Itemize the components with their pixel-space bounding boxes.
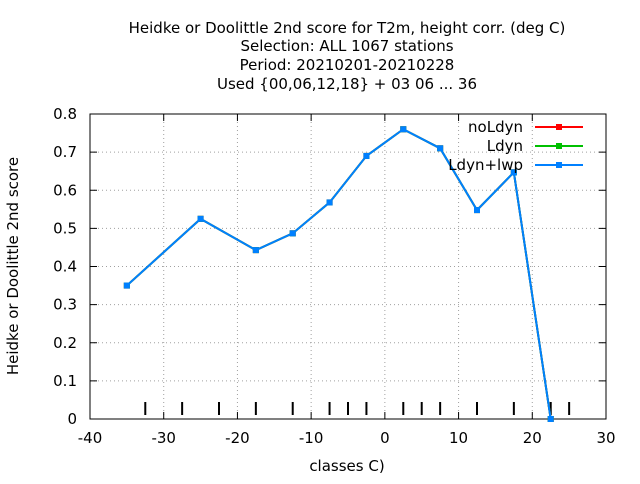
data-point — [363, 152, 370, 159]
x-tick-label: -10 — [299, 429, 324, 447]
legend-swatch-marker — [556, 124, 562, 130]
legend-swatch-marker — [556, 143, 562, 149]
data-point — [289, 230, 296, 237]
y-tick-label: 0.3 — [53, 296, 77, 314]
axis-ticks: 0 0.1 0.2 0.3 0.4 0.5 0.6 0.7 0.8 -40 -30 -20 -10 0 10… — [53, 105, 615, 447]
class-boundary-marks — [144, 402, 571, 415]
y-axis-label: Heidke or Doolittle 2nd score — [4, 157, 22, 375]
x-tick-label: 20 — [523, 429, 542, 447]
data-point — [252, 247, 259, 254]
x-tick-label: 0 — [380, 429, 390, 447]
data-point — [547, 416, 554, 422]
y-tick-label: 0.5 — [53, 219, 77, 237]
legend-label: noLdyn — [468, 118, 523, 136]
legend-label: Ldyn+lwp — [448, 156, 523, 174]
legend-label: Ldyn — [487, 137, 523, 155]
chart-title-line-1: Heidke or Doolittle 2nd score for T2m, h… — [129, 19, 566, 37]
x-tick-label: -30 — [151, 429, 176, 447]
chart-title-line-3: Period: 20210201-20210228 — [240, 56, 455, 74]
legend-swatch-marker — [556, 162, 562, 168]
y-tick-label: 0.6 — [53, 181, 77, 199]
data-point — [510, 169, 517, 176]
x-tick-label: -40 — [78, 429, 103, 447]
data-point — [474, 207, 480, 214]
data-point — [326, 199, 333, 206]
data-point — [197, 215, 204, 222]
y-tick-label: 0.8 — [53, 105, 77, 123]
data-point — [123, 282, 130, 289]
series-lines — [123, 126, 554, 422]
data-point — [400, 126, 407, 133]
y-tick-label: 0.2 — [53, 334, 77, 352]
x-tick-label: 10 — [449, 429, 468, 447]
y-tick-label: 0.4 — [53, 258, 77, 276]
y-tick-label: 0 — [67, 410, 77, 428]
chart-title-line-4: Used {00,06,12,18} + 03 06 ... 36 — [217, 75, 477, 93]
y-tick-label: 0.1 — [53, 372, 77, 390]
chart-title-group: Heidke or Doolittle 2nd score for T2m, h… — [129, 19, 566, 93]
y-tick-label: 0.7 — [53, 143, 77, 161]
x-tick-label: 30 — [596, 429, 615, 447]
data-point — [437, 145, 444, 152]
x-axis-label: classes C) — [309, 457, 384, 475]
grid-lines — [90, 114, 606, 419]
x-tick-label: -20 — [225, 429, 250, 447]
chart-title-line-2: Selection: ALL 1067 stations — [240, 37, 453, 55]
